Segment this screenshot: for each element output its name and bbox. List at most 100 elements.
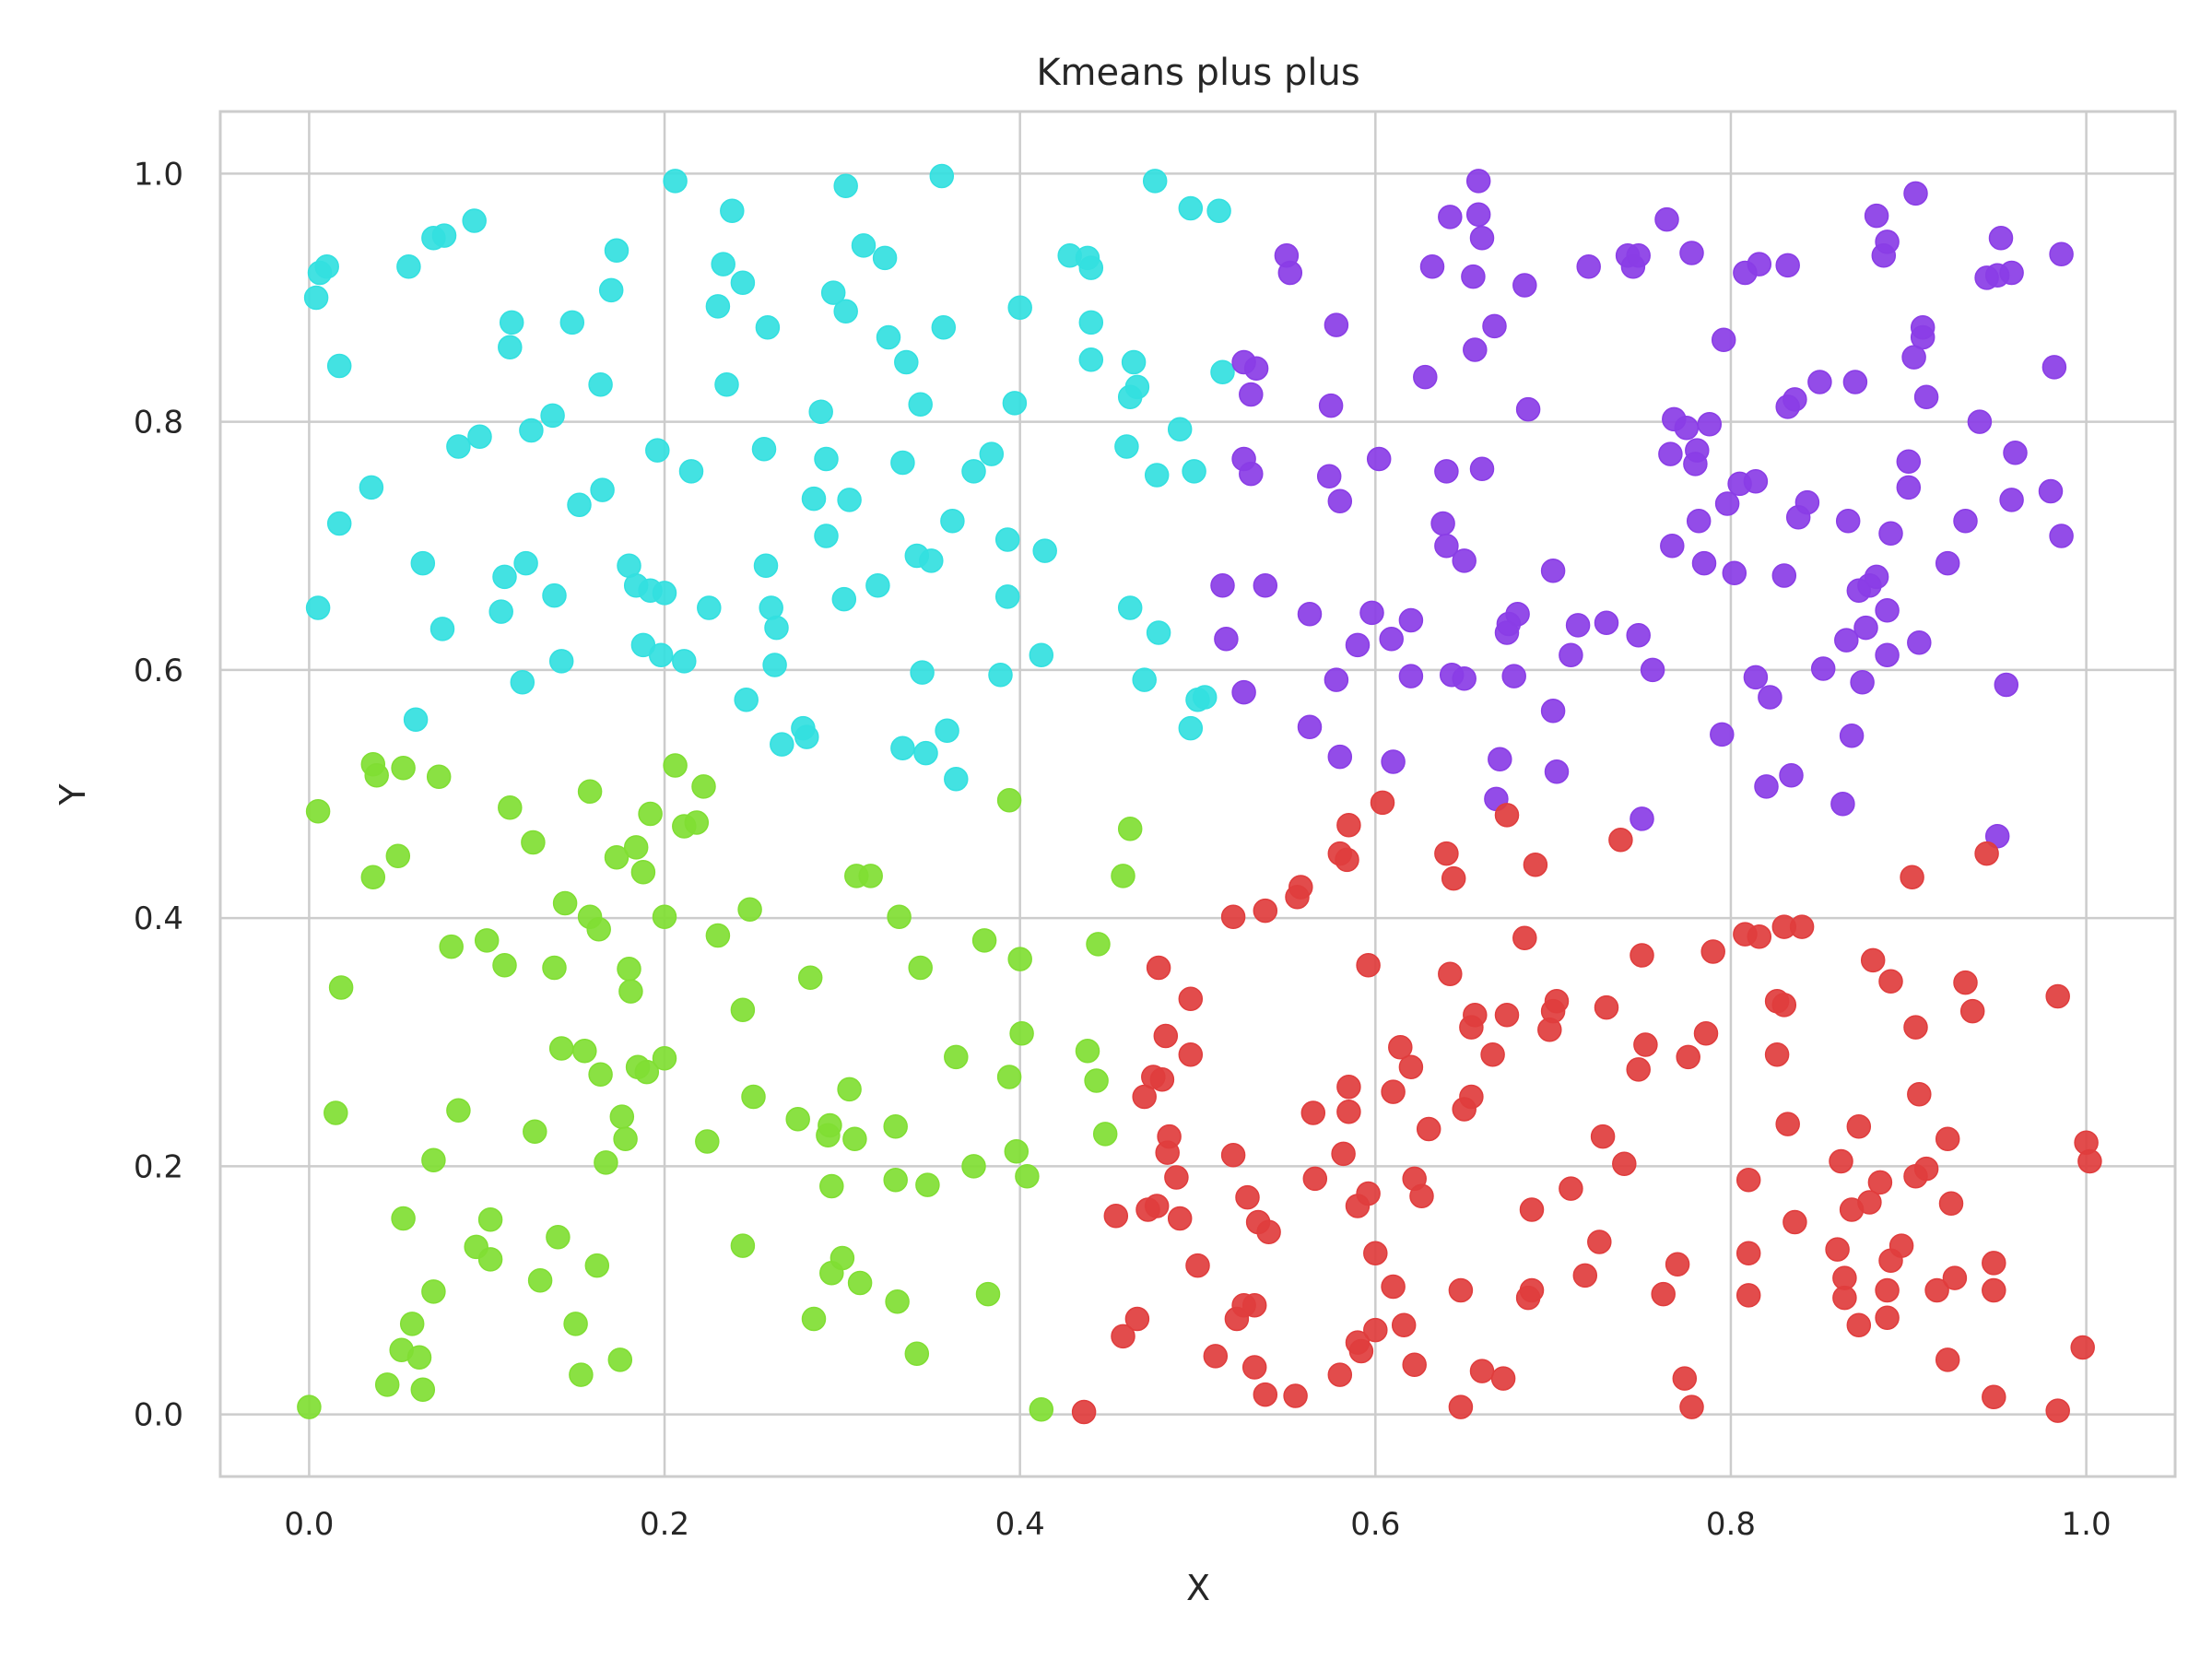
data-point: [1253, 1382, 1278, 1407]
data-point: [741, 1084, 766, 1110]
data-point: [652, 904, 677, 930]
data-point: [1825, 1237, 1850, 1262]
data-point: [831, 586, 857, 612]
data-point: [910, 660, 935, 685]
data-point: [467, 424, 492, 449]
x-tick-label: 0.6: [1350, 1506, 1400, 1543]
data-point: [1942, 1265, 1968, 1290]
data-point: [1967, 409, 1993, 434]
data-point: [975, 1281, 1001, 1307]
data-point: [1214, 626, 1239, 652]
data-point: [1835, 509, 1861, 534]
data-point: [1626, 242, 1651, 268]
data-point: [872, 245, 898, 271]
data-point: [2045, 983, 2070, 1009]
data-point: [663, 169, 688, 194]
data-point: [931, 315, 957, 340]
data-point: [887, 904, 912, 930]
data-point: [1764, 1041, 1790, 1067]
data-point: [1747, 924, 1772, 949]
data-point: [1164, 1165, 1189, 1190]
data-point: [663, 753, 688, 778]
data-point: [1839, 723, 1865, 748]
data-point: [814, 524, 839, 548]
data-point: [1540, 699, 1566, 724]
data-point: [1888, 1233, 1914, 1258]
data-point: [1241, 1292, 1267, 1318]
data-point: [1711, 327, 1736, 352]
data-point: [638, 801, 663, 827]
data-point: [1235, 1184, 1260, 1210]
data-point: [940, 509, 965, 534]
data-point: [360, 865, 386, 889]
data-point: [559, 310, 585, 335]
data-point: [1366, 446, 1392, 472]
data-point: [1860, 947, 1886, 973]
data-point: [519, 418, 544, 443]
data-point: [1697, 412, 1723, 437]
data-point: [1829, 1148, 1853, 1174]
data-point: [1988, 226, 2014, 251]
data-point: [577, 779, 603, 805]
data-point: [697, 595, 722, 620]
data-point: [1810, 656, 1836, 681]
data-point: [1771, 563, 1797, 588]
data-point: [770, 732, 794, 757]
data-point: [1658, 441, 1683, 466]
data-point: [1086, 932, 1111, 957]
data-point: [1999, 488, 2024, 512]
data-point: [1794, 489, 1820, 515]
data-point: [1336, 1074, 1361, 1100]
data-point: [1256, 1219, 1281, 1245]
data-point: [1982, 1251, 2006, 1276]
data-point: [1438, 961, 1463, 986]
data-point: [609, 1104, 635, 1129]
data-point: [607, 1347, 633, 1372]
data-point: [1206, 198, 1231, 223]
data-point: [1007, 947, 1032, 971]
data-point: [1559, 1176, 1583, 1201]
data-point: [1288, 875, 1313, 900]
data-point: [971, 928, 997, 953]
data-point: [1935, 1347, 1960, 1372]
data-point: [1356, 953, 1381, 978]
data-point: [894, 349, 919, 375]
data-point: [588, 371, 613, 397]
data-point: [1316, 464, 1342, 489]
data-point: [1117, 816, 1143, 841]
data-point: [488, 599, 513, 624]
data-point: [652, 581, 677, 606]
data-point: [523, 1119, 547, 1144]
data-point: [1178, 715, 1204, 741]
data-point: [542, 582, 567, 608]
data-point: [2045, 1398, 2070, 1423]
data-point: [1775, 253, 1800, 278]
data-point: [684, 810, 710, 835]
data-point: [1283, 1383, 1308, 1408]
data-point: [1434, 459, 1459, 484]
data-point: [1672, 1366, 1698, 1391]
data-point: [1907, 629, 1932, 655]
data-point: [328, 975, 354, 1000]
data-point: [305, 799, 331, 824]
data-point: [1277, 260, 1303, 286]
data-point: [1783, 1209, 1807, 1235]
data-point: [604, 238, 629, 264]
data-point: [1519, 1197, 1545, 1222]
data-point: [563, 1312, 588, 1336]
data-point: [908, 955, 933, 981]
data-point: [1594, 994, 1619, 1020]
data-point: [391, 755, 416, 781]
data-point: [1331, 1141, 1356, 1167]
data-point: [305, 595, 331, 620]
data-point: [2038, 478, 2064, 504]
data-point: [2049, 241, 2074, 267]
data-point: [1850, 670, 1875, 695]
data-point: [1324, 667, 1349, 692]
data-point: [1626, 622, 1651, 648]
data-point: [391, 1206, 416, 1231]
data-point: [1651, 1281, 1676, 1307]
data-point: [1356, 1181, 1381, 1206]
data-point: [1318, 393, 1344, 418]
data-point: [1743, 665, 1769, 690]
